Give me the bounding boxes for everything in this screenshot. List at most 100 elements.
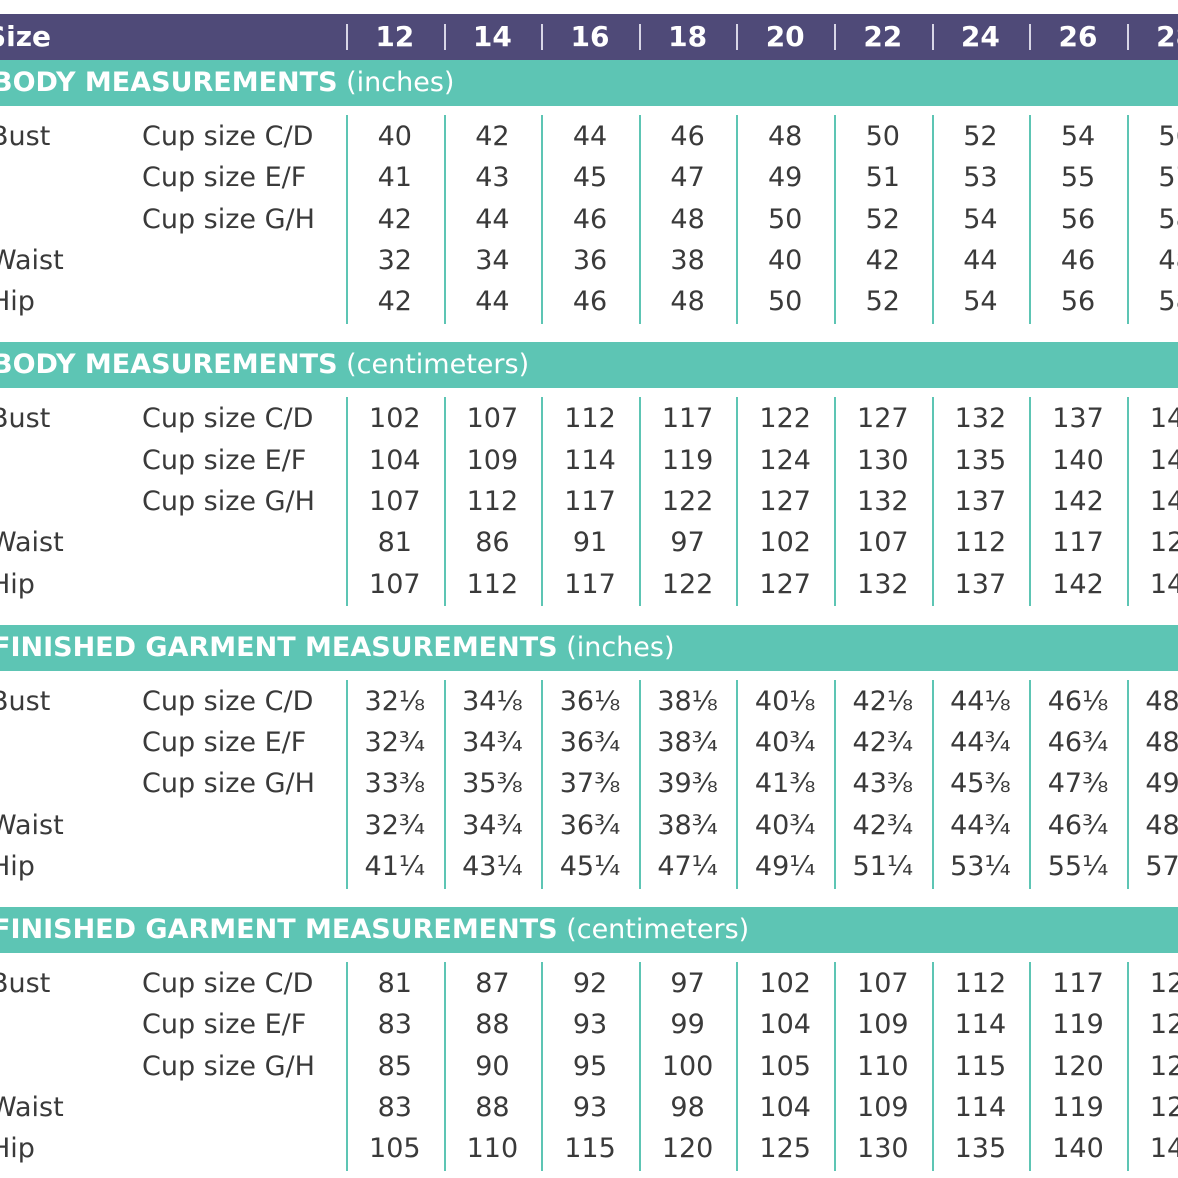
cell-value: 140 [1052, 1133, 1104, 1165]
cup-label: Cup size G/H [142, 485, 315, 517]
cell-value: 32 [377, 244, 412, 276]
header-divider [541, 24, 544, 50]
cell-value: 104 [369, 444, 421, 476]
column-divider [638, 679, 641, 889]
cell-value: 115 [564, 1133, 616, 1165]
header-divider [736, 24, 739, 50]
cell-value: 102 [759, 527, 811, 559]
cell-value: 130 [857, 444, 909, 476]
cell-value: 52 [963, 121, 998, 152]
cell-value: 32⅛ [364, 685, 426, 717]
section-bar [0, 342, 1178, 389]
cell-value: 132 [857, 568, 909, 600]
measure-label: Bust [0, 967, 51, 999]
cell-value: 45 [572, 162, 608, 194]
cell-value: 102 [759, 967, 811, 999]
cell-value: 48 [1158, 244, 1178, 276]
cell-value: 43¼ [462, 850, 523, 882]
section-unit: (centimeters) [566, 913, 750, 945]
cell-value: 145 [1149, 1133, 1178, 1165]
cell-value: 34 [475, 244, 510, 276]
column-divider [443, 397, 446, 607]
cell-value: 41 [377, 162, 412, 194]
cell-value: 97 [670, 527, 705, 559]
column-divider [443, 115, 446, 325]
column-divider [638, 115, 641, 325]
section-bar [0, 624, 1178, 671]
header-bar [0, 14, 1178, 60]
cell-value: 51¼ [852, 850, 914, 882]
cell-value: 114 [954, 1009, 1007, 1041]
column-divider [346, 679, 348, 889]
cell-value: 43⅜ [852, 768, 914, 800]
size-label: Size [0, 20, 52, 53]
cell-value: 99 [670, 1009, 705, 1041]
cell-value: 130 [857, 1133, 909, 1165]
cell-value: 110 [466, 1133, 519, 1165]
cell-value: 48 [670, 203, 705, 235]
cell-value: 132 [954, 403, 1007, 435]
cell-value: 112 [564, 403, 616, 435]
cup-label: Cup size C/D [142, 967, 314, 999]
section-unit: (inches) [566, 631, 675, 663]
cell-value: 81 [377, 527, 412, 559]
measure-label: Waist [0, 1091, 64, 1123]
cell-value: 112 [954, 527, 1007, 559]
cell-value: 38¾ [657, 726, 718, 758]
cell-value: 46¾ [1047, 726, 1109, 758]
cell-value: 140 [1052, 444, 1104, 476]
cell-value: 122 [661, 485, 714, 517]
column-divider [1126, 679, 1129, 889]
cell-value: 53¼ [950, 850, 1011, 882]
cell-value: 40¾ [754, 809, 816, 841]
column-divider [736, 115, 739, 325]
cell-value: 55 [1060, 162, 1096, 194]
cell-value: 107 [369, 485, 421, 517]
cell-value: 93 [572, 1009, 608, 1041]
column-divider [931, 679, 934, 889]
cell-value: 43 [475, 162, 510, 194]
cup-label: Cup size C/D [142, 403, 314, 435]
cell-value: 110 [857, 1050, 909, 1082]
cell-value: 132 [857, 485, 909, 517]
cell-value: 125 [1149, 1050, 1178, 1082]
cell-value: 48 [670, 286, 705, 318]
cell-value: 147 [1149, 568, 1178, 600]
cell-value: 52 [865, 286, 900, 318]
cell-value: 50 [865, 121, 900, 152]
size-header: 20 [765, 20, 805, 53]
column-divider [346, 397, 348, 607]
cell-value: 34¾ [462, 726, 523, 758]
cell-value: 44 [475, 286, 510, 318]
cell-value: 119 [661, 444, 714, 476]
size-header: 26 [1058, 20, 1098, 53]
column-divider [1029, 679, 1032, 889]
cup-label: Cup size G/H [142, 203, 315, 235]
cell-value: 36 [572, 244, 608, 276]
cup-label: Cup size E/F [142, 1009, 307, 1041]
cell-value: 35⅜ [462, 768, 523, 800]
cell-value: 48¾ [1145, 809, 1178, 841]
cell-value: 115 [954, 1050, 1007, 1082]
cell-value: 107 [466, 403, 519, 435]
cell-value: 90 [475, 1050, 510, 1082]
header-divider [834, 24, 836, 50]
measure-label: Hip [0, 1133, 35, 1165]
cell-value: 46¾ [1047, 809, 1109, 841]
cell-value: 127 [759, 568, 811, 600]
cell-value: 112 [954, 967, 1007, 999]
size-header: 16 [570, 20, 610, 53]
header-divider [346, 24, 348, 50]
cell-value: 46 [572, 286, 608, 318]
column-divider [736, 961, 739, 1172]
cell-value: 57 [1158, 162, 1178, 194]
column-divider [443, 961, 446, 1172]
cell-value: 104 [759, 1091, 811, 1123]
cell-value: 55¼ [1047, 850, 1109, 882]
column-divider [931, 115, 934, 325]
column-divider [931, 397, 934, 607]
cell-value: 52 [865, 203, 900, 235]
cell-value: 50 [768, 203, 803, 235]
cup-label: Cup size C/D [142, 685, 314, 717]
